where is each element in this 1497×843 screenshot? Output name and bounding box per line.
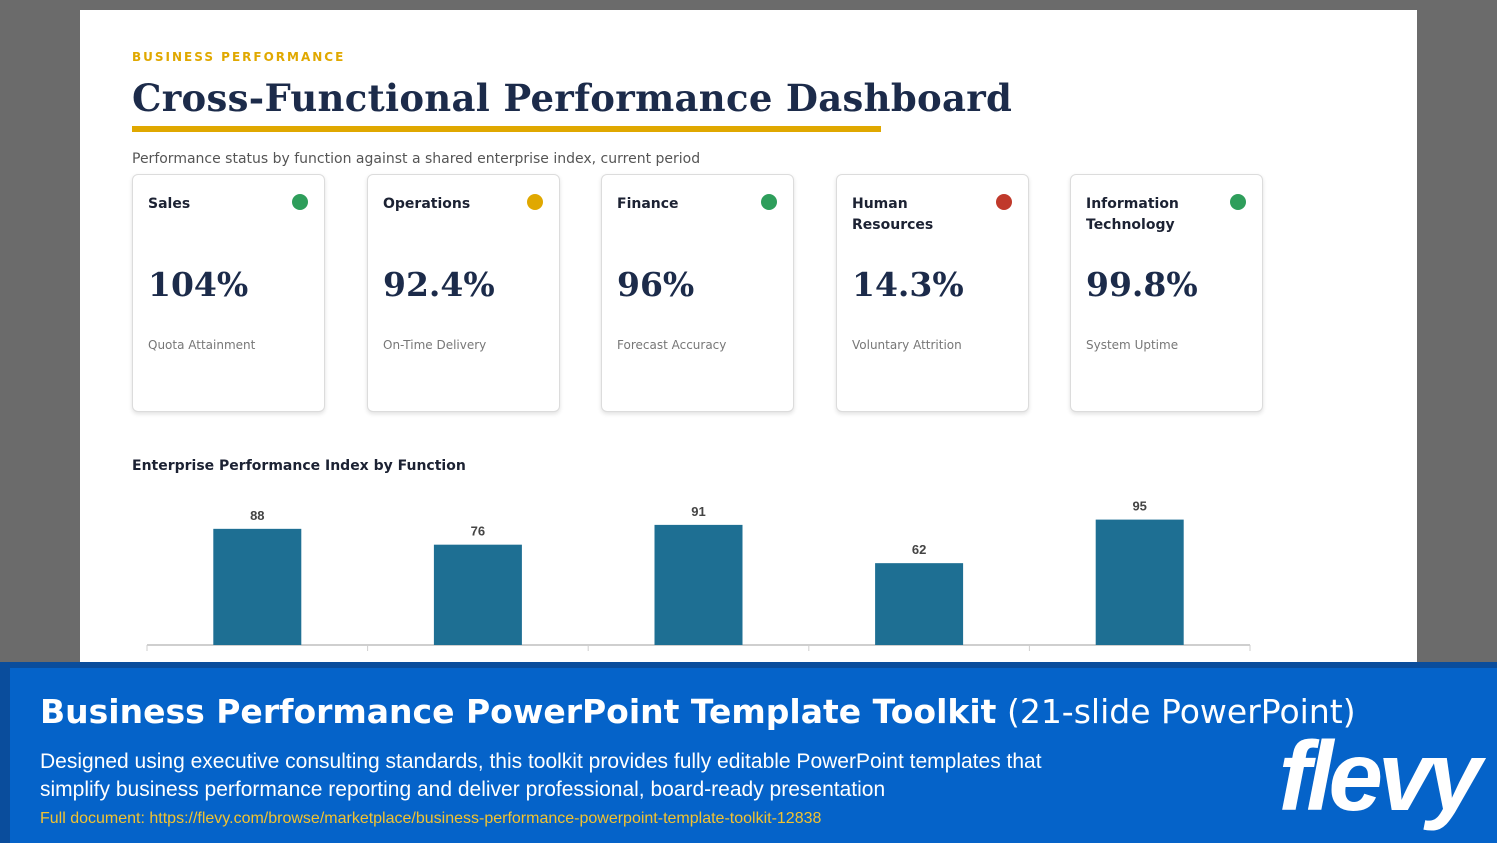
kpi-card-finance: Finance 96% Forecast Accuracy	[601, 174, 794, 412]
kpi-card-information-technology: Information Technology 99.8% System Upti…	[1070, 174, 1263, 412]
bar	[654, 524, 743, 645]
card-value: 99.8%	[1086, 265, 1198, 304]
card-function: Information Technology	[1086, 196, 1179, 233]
card-value: 104%	[148, 265, 249, 304]
card-function: Sales	[148, 196, 191, 212]
promo-banner: Business Performance PowerPoint Template…	[0, 662, 1497, 843]
card-metric: Voluntary Attrition	[852, 338, 962, 352]
card-function: Operations	[383, 196, 471, 212]
status-dot	[1230, 194, 1246, 210]
kpi-card-sales: Sales 104% Quota Attainment	[132, 174, 325, 412]
card-value: 96%	[617, 265, 695, 304]
eyebrow-label: BUSINESS PERFORMANCE	[132, 50, 346, 64]
banner-panel: Business Performance PowerPoint Template…	[10, 668, 1497, 843]
performance-index-chart: 88 76 91 62 95	[146, 499, 1251, 651]
page-subtitle: Performance status by function against a…	[132, 151, 701, 167]
document-link[interactable]: Full document: https://flevy.com/browse/…	[40, 810, 822, 827]
card-function: Human Resources	[852, 196, 934, 233]
card-function: Finance	[617, 196, 679, 212]
status-dot	[292, 194, 308, 210]
banner-title: Business Performance PowerPoint Template…	[40, 692, 1356, 731]
kpi-card-operations: Operations 92.4% On-Time Delivery	[367, 174, 560, 412]
slide: BUSINESS PERFORMANCE Cross-Functional Pe…	[80, 10, 1417, 670]
bar	[1095, 519, 1184, 645]
kpi-card-human-resources: Human Resources 14.3% Voluntary Attritio…	[836, 174, 1029, 412]
banner-title-bold: Business Performance PowerPoint Template…	[40, 692, 997, 731]
bar-value-label: 91	[691, 504, 705, 519]
card-metric: Forecast Accuracy	[617, 338, 727, 352]
bar	[875, 563, 964, 645]
card-value: 92.4%	[383, 265, 495, 304]
status-dot	[996, 194, 1012, 210]
bar-value-label: 76	[471, 524, 485, 539]
card-value: 14.3%	[852, 265, 964, 304]
card-metric: On-Time Delivery	[383, 338, 487, 352]
bar-value-label: 95	[1132, 499, 1146, 514]
status-dot	[761, 194, 777, 210]
card-metric: System Uptime	[1086, 338, 1179, 352]
card-metric: Quota Attainment	[148, 338, 256, 352]
title-underline	[132, 126, 881, 132]
bar-value-label: 88	[250, 508, 264, 523]
flevy-logo: flevy	[1278, 721, 1482, 831]
banner-title-rest: (21-slide PowerPoint)	[996, 692, 1356, 731]
chart-title: Enterprise Performance Index by Function	[132, 458, 466, 474]
page-title: Cross-Functional Performance Dashboard	[132, 76, 1013, 120]
bar	[433, 544, 522, 645]
status-dot	[527, 194, 543, 210]
banner-description: Designed using executive consulting stan…	[40, 750, 1042, 801]
bar-value-label: 62	[912, 542, 926, 557]
bar	[213, 528, 302, 645]
